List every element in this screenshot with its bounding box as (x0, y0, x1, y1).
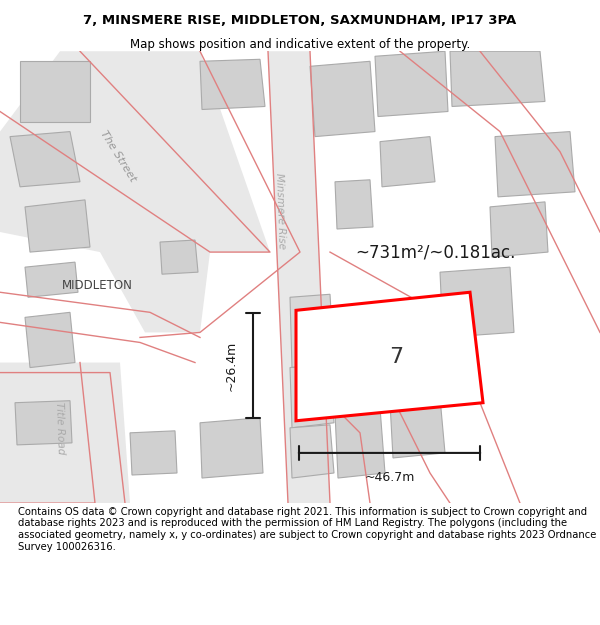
Polygon shape (0, 51, 270, 332)
Polygon shape (440, 267, 514, 338)
Text: 7: 7 (389, 346, 403, 366)
Polygon shape (25, 262, 78, 298)
Polygon shape (290, 364, 334, 428)
Polygon shape (495, 132, 575, 197)
Polygon shape (290, 425, 334, 478)
Polygon shape (450, 51, 545, 106)
Polygon shape (10, 132, 80, 187)
Polygon shape (380, 137, 435, 187)
Polygon shape (335, 408, 385, 478)
Polygon shape (296, 292, 483, 421)
Polygon shape (200, 418, 263, 478)
Text: Title Road: Title Road (54, 402, 66, 455)
Polygon shape (310, 61, 375, 137)
Polygon shape (268, 51, 330, 503)
Polygon shape (0, 362, 130, 503)
Polygon shape (290, 294, 334, 368)
Text: Minsmere Rise: Minsmere Rise (274, 173, 286, 249)
Polygon shape (20, 61, 90, 121)
Polygon shape (25, 312, 75, 368)
Polygon shape (335, 180, 373, 229)
Text: The Street: The Street (98, 129, 138, 184)
Text: MIDDLETON: MIDDLETON (62, 279, 133, 292)
Polygon shape (390, 398, 445, 458)
Text: 7, MINSMERE RISE, MIDDLETON, SAXMUNDHAM, IP17 3PA: 7, MINSMERE RISE, MIDDLETON, SAXMUNDHAM,… (83, 14, 517, 28)
Polygon shape (200, 59, 265, 109)
Text: Map shows position and indicative extent of the property.: Map shows position and indicative extent… (130, 39, 470, 51)
Text: ~731m²/~0.181ac.: ~731m²/~0.181ac. (355, 243, 515, 261)
Text: ~46.7m: ~46.7m (364, 471, 415, 484)
Polygon shape (15, 401, 72, 445)
Polygon shape (25, 200, 90, 252)
Text: ~26.4m: ~26.4m (225, 341, 238, 391)
Polygon shape (160, 240, 198, 274)
Polygon shape (490, 202, 548, 257)
Polygon shape (375, 51, 448, 116)
Polygon shape (130, 431, 177, 475)
Text: Contains OS data © Crown copyright and database right 2021. This information is : Contains OS data © Crown copyright and d… (18, 507, 596, 552)
